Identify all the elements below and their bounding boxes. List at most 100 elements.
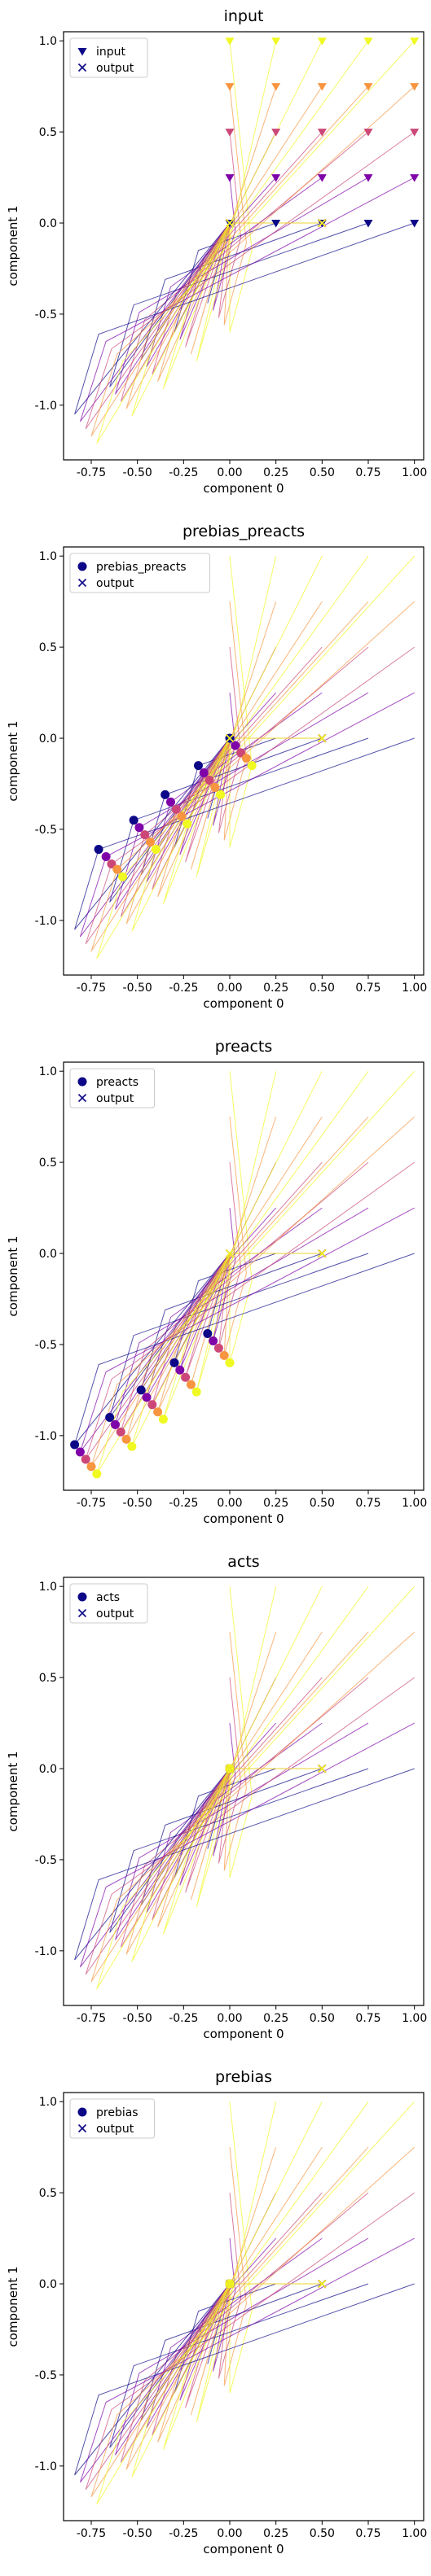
data-point <box>410 83 420 91</box>
data-point <box>153 1407 163 1417</box>
data-point <box>110 1419 120 1429</box>
trajectory-line <box>223 2147 247 2386</box>
y-tick-label: 0.0 <box>39 1763 57 1776</box>
output-point <box>318 733 327 743</box>
x-tick-label: -0.50 <box>123 2012 152 2025</box>
y-tick-label: 0.0 <box>39 2278 57 2291</box>
trajectories <box>74 40 416 444</box>
legend-box <box>69 37 148 78</box>
x-tick-label: 1.00 <box>402 1497 427 1510</box>
legend-marker <box>77 1077 87 1087</box>
x-tick-label: 0.50 <box>310 2527 335 2540</box>
data-point <box>191 1387 201 1397</box>
x-tick-label: 0.00 <box>217 982 242 995</box>
data-point <box>271 174 281 182</box>
trajectory-line <box>146 177 323 368</box>
legend: input output <box>69 37 148 78</box>
legend-output-marker <box>77 63 87 72</box>
x-tick-label: 0.75 <box>355 2527 380 2540</box>
x-tick-label: -0.50 <box>123 2527 152 2540</box>
data-point <box>94 845 103 855</box>
data-point <box>142 1393 152 1402</box>
data-point <box>118 872 128 881</box>
data-point <box>169 1358 179 1367</box>
legend-box <box>69 1583 148 1624</box>
y-axis-label: component 1 <box>6 1236 20 1316</box>
trajectory-line <box>96 1070 416 1475</box>
data-point <box>236 748 246 758</box>
data-point <box>225 1358 235 1367</box>
y-tick-label: 1.0 <box>39 1065 57 1078</box>
legend-label: prebias <box>96 2106 139 2119</box>
legend-output-label: output <box>96 62 134 75</box>
y-tick-label: 0.0 <box>39 217 57 230</box>
data-point <box>129 816 139 825</box>
trajectory-line <box>79 1722 415 1968</box>
trajectory-line <box>229 41 253 333</box>
output-markers <box>225 1764 327 1773</box>
y-tick-label: -1.0 <box>35 2460 57 2473</box>
output-markers <box>225 218 327 228</box>
legend-label: preacts <box>96 1076 139 1089</box>
legend-output-label: output <box>96 577 134 590</box>
trajectory-line <box>185 2192 323 2408</box>
trajectory-line <box>79 692 415 938</box>
data-point <box>86 1462 96 1472</box>
data-point <box>317 37 327 46</box>
trajectory-line <box>157 1631 323 1928</box>
y-axis-label: component 1 <box>6 720 20 801</box>
panel-1: prebias_preacts -0.75 -0.50 -0.25 0.00 0.25 0.… <box>6 523 427 1011</box>
trajectory-line <box>185 131 323 348</box>
x-tick-label: -0.75 <box>77 1497 106 1510</box>
data-point <box>216 789 226 799</box>
data-point <box>105 1412 115 1422</box>
legend-label: input <box>96 46 126 59</box>
x-tick-label: 0.50 <box>310 1497 335 1510</box>
x-tick-label: -0.25 <box>169 2012 198 2025</box>
legend-box <box>69 1068 155 1109</box>
chart-title: acts <box>227 1553 259 1571</box>
plot-frame <box>63 1061 424 1491</box>
trajectory-line <box>109 737 369 903</box>
y-tick-label: 0.5 <box>39 1672 57 1685</box>
output-point <box>225 1764 235 1773</box>
output-point <box>225 1249 235 1258</box>
trajectory-line <box>146 692 323 883</box>
trajectory-line <box>79 2237 415 2483</box>
legend-box <box>69 2098 155 2139</box>
data-point <box>70 1440 80 1450</box>
y-tick-label: -0.5 <box>35 1339 57 1352</box>
x-axis-label: component 0 <box>203 1511 284 1526</box>
data-point <box>225 174 235 182</box>
legend-label: prebias_preacts <box>96 561 187 574</box>
output-markers <box>225 733 327 743</box>
data-point <box>81 1454 90 1464</box>
data-point <box>177 811 187 821</box>
trajectory-line <box>85 1161 415 1460</box>
x-tick-label: 0.25 <box>263 982 288 995</box>
data-point <box>147 1400 157 1410</box>
y-tick-label: 0.5 <box>39 2187 57 2200</box>
trajectory-line <box>229 1071 253 1363</box>
legend-marker <box>77 562 87 571</box>
y-tick-label: -0.5 <box>35 2369 57 2382</box>
chart-title: prebias <box>215 2068 272 2086</box>
trajectory-line <box>120 646 369 917</box>
x-tick-label: 1.00 <box>402 2012 427 2025</box>
data-point <box>151 845 161 855</box>
trajectory-line <box>109 2283 369 2448</box>
x-tick-label: 0.00 <box>217 2012 242 2025</box>
data-point <box>121 1434 131 1444</box>
legend-output-marker <box>77 1093 87 1103</box>
trajectory-line <box>223 601 247 841</box>
x-axis-label: component 0 <box>203 996 284 1011</box>
output-markers <box>225 2279 327 2289</box>
x-tick-label: 0.25 <box>263 2527 288 2540</box>
x-tick-label: 0.75 <box>355 466 380 479</box>
trajectory-line <box>229 556 253 848</box>
y-tick-label: 1.0 <box>39 35 57 48</box>
trajectory-line <box>109 222 369 387</box>
y-tick-label: 0.5 <box>39 126 57 139</box>
trajectory-line <box>120 1677 369 1948</box>
